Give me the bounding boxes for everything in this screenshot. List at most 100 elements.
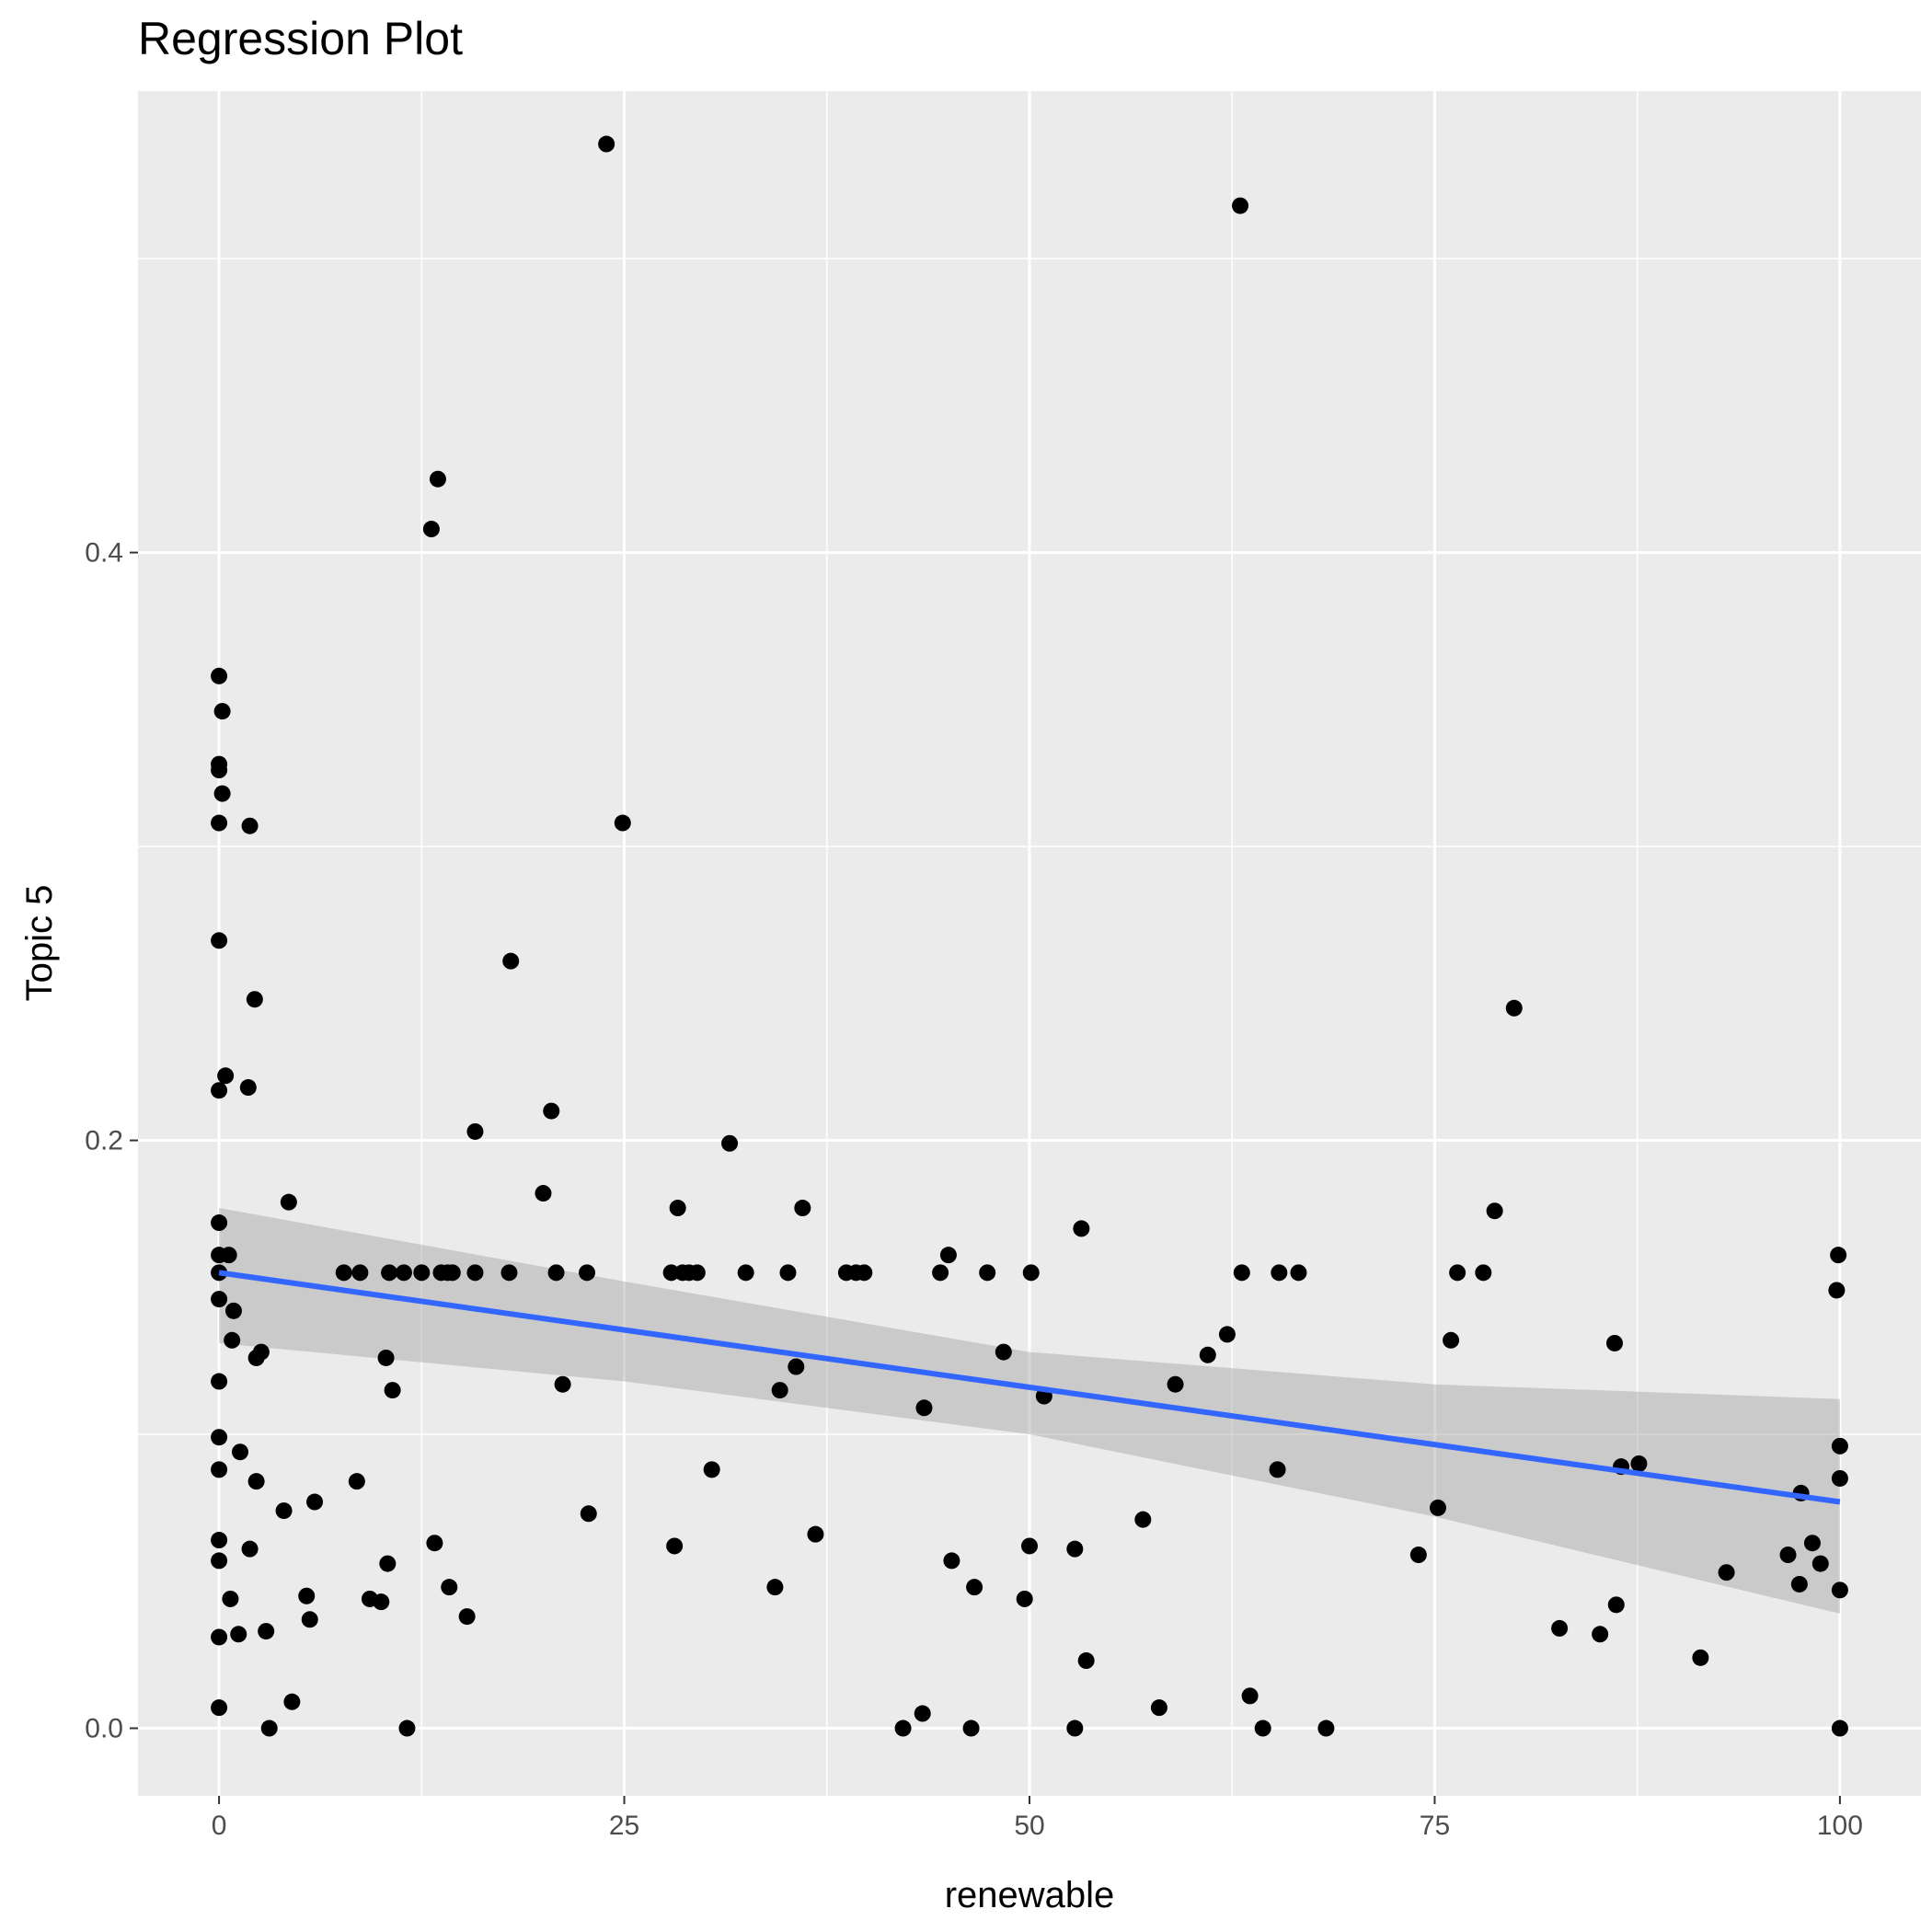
scatter-point bbox=[1066, 1540, 1084, 1558]
scatter-point bbox=[794, 1200, 811, 1217]
scatter-point bbox=[737, 1264, 754, 1282]
fit-line-group bbox=[218, 1270, 1841, 1505]
scatter-point bbox=[231, 1443, 248, 1461]
scatter-point bbox=[1831, 1437, 1848, 1455]
scatter-point bbox=[211, 932, 228, 949]
scatter-point bbox=[721, 1134, 739, 1152]
scatter-point bbox=[788, 1358, 805, 1375]
scatter-point bbox=[1134, 1511, 1152, 1528]
scatter-point bbox=[351, 1264, 369, 1282]
scatter-point bbox=[280, 1193, 297, 1211]
regression-line bbox=[218, 1270, 1841, 1505]
x-tick-label: 0 bbox=[212, 1811, 227, 1841]
x-tick-label: 75 bbox=[1420, 1811, 1450, 1841]
scatter-point bbox=[1021, 1537, 1038, 1555]
scatter-point bbox=[962, 1719, 980, 1737]
scatter-point bbox=[348, 1473, 365, 1490]
scatter-point bbox=[1831, 1469, 1848, 1487]
scatter-point bbox=[1828, 1282, 1846, 1299]
scatter-point bbox=[1254, 1719, 1271, 1737]
scatter-point bbox=[1073, 1220, 1090, 1237]
scatter-point bbox=[211, 814, 228, 832]
x-axis-title: renewable bbox=[945, 1875, 1115, 1915]
scatter-point bbox=[211, 1628, 228, 1646]
scatter-point bbox=[306, 1493, 324, 1511]
scatter-point bbox=[222, 1590, 239, 1607]
scatter-point bbox=[211, 1461, 228, 1478]
scatter-point bbox=[1016, 1590, 1033, 1607]
scatter-point bbox=[1271, 1264, 1288, 1282]
scatter-point bbox=[979, 1264, 996, 1282]
scatter-point bbox=[1241, 1687, 1259, 1705]
scatter-point bbox=[1592, 1626, 1609, 1643]
scatter-point bbox=[258, 1623, 275, 1640]
scatter-point bbox=[260, 1719, 278, 1737]
scatter-point bbox=[466, 1122, 484, 1140]
scatter-point bbox=[894, 1719, 912, 1737]
scatter-point bbox=[379, 1555, 397, 1572]
scatter-point bbox=[224, 1331, 241, 1349]
scatter-point bbox=[458, 1608, 476, 1626]
scatter-point bbox=[547, 1264, 565, 1282]
scatter-point bbox=[1232, 197, 1249, 214]
scatter-point bbox=[1269, 1461, 1286, 1478]
scatter-point bbox=[211, 1373, 228, 1390]
scatter-point bbox=[1150, 1699, 1167, 1717]
scatter-point bbox=[247, 1473, 265, 1490]
scatter-point bbox=[966, 1579, 983, 1596]
scatter-point bbox=[688, 1264, 706, 1282]
scatter-point bbox=[211, 762, 228, 779]
scatter-point bbox=[213, 785, 231, 802]
scatter-point bbox=[335, 1264, 352, 1282]
scatter-point bbox=[373, 1593, 390, 1611]
scatter-point bbox=[914, 1705, 931, 1722]
scatter-point bbox=[1790, 1575, 1808, 1593]
scatter-point bbox=[669, 1200, 686, 1217]
scatter-point bbox=[298, 1587, 316, 1604]
scatter-point bbox=[217, 1067, 235, 1085]
scatter-points bbox=[211, 135, 1848, 1737]
scatter-point bbox=[211, 1291, 228, 1308]
chart-title: Regression Plot bbox=[138, 13, 463, 64]
scatter-point bbox=[598, 135, 615, 153]
scatter-point bbox=[213, 703, 231, 720]
scatter-point bbox=[1551, 1619, 1569, 1637]
scatter-point bbox=[211, 1429, 228, 1446]
scatter-point bbox=[543, 1102, 560, 1120]
scatter-point bbox=[856, 1264, 873, 1282]
scatter-point bbox=[413, 1264, 431, 1282]
scatter-point bbox=[1167, 1375, 1184, 1393]
scatter-point bbox=[1199, 1346, 1216, 1363]
scatter-point bbox=[211, 1532, 228, 1549]
scatter-point bbox=[443, 1264, 461, 1282]
scatter-point bbox=[241, 817, 259, 834]
scatter-point bbox=[1290, 1264, 1307, 1282]
scatter-point bbox=[1630, 1455, 1648, 1472]
x-axis-ticks: 0 25 50 75 100 bbox=[212, 1796, 1863, 1841]
scatter-point bbox=[807, 1525, 824, 1543]
scatter-point bbox=[554, 1375, 571, 1393]
scatter-point bbox=[703, 1461, 720, 1478]
scatter-point bbox=[535, 1185, 552, 1202]
scatter-point bbox=[1409, 1547, 1427, 1564]
scatter-point bbox=[301, 1611, 318, 1628]
scatter-point bbox=[1692, 1649, 1709, 1666]
scatter-point bbox=[239, 1079, 257, 1097]
scatter-point bbox=[220, 1247, 237, 1264]
scatter-point bbox=[398, 1719, 416, 1737]
scatter-point bbox=[246, 991, 263, 1008]
y-axis-ticks: 0.0 0.2 0.4 bbox=[85, 538, 138, 1744]
scatter-point bbox=[283, 1693, 301, 1710]
scatter-point bbox=[579, 1264, 596, 1282]
y-axis-title: Topic 5 bbox=[19, 885, 60, 1002]
scatter-point bbox=[224, 1302, 242, 1319]
scatter-point bbox=[211, 667, 228, 684]
scatter-point bbox=[211, 1699, 228, 1717]
scatter-point bbox=[211, 1552, 228, 1570]
scatter-point bbox=[1831, 1581, 1848, 1599]
scatter-point bbox=[275, 1502, 293, 1520]
scatter-point bbox=[241, 1540, 259, 1558]
scatter-point bbox=[502, 952, 520, 970]
y-tick-label: 0.2 bbox=[85, 1126, 123, 1156]
scatter-point bbox=[1233, 1264, 1250, 1282]
